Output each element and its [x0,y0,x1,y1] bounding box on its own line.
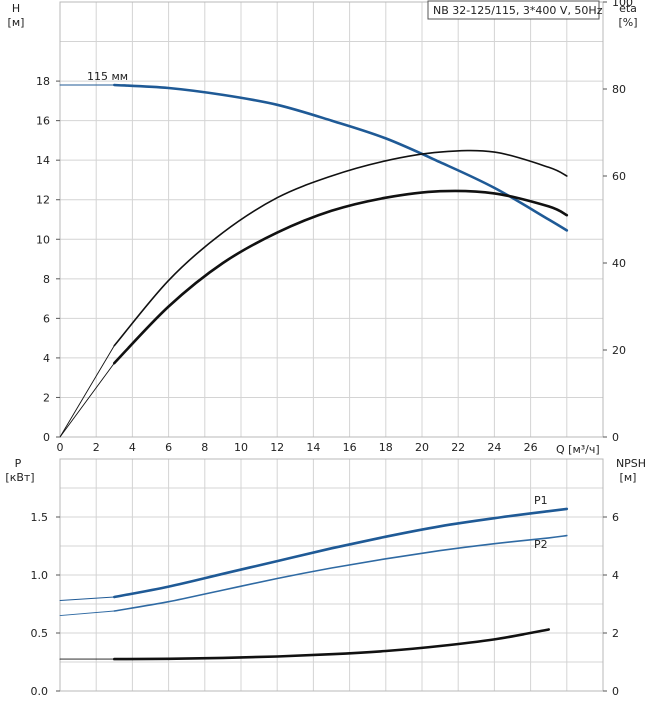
top-left-tick-label: 2 [43,391,50,404]
bottom-right-axis-name: NPSH [616,457,646,470]
bottom-right-axis-unit: [м] [620,471,637,484]
bottom-curves [59,507,569,661]
top-series-right-5 [59,362,115,438]
top-left-tick-label: 10 [36,233,50,246]
x-tick-label: 24 [487,441,501,454]
x-tick-label: 8 [201,441,208,454]
top-series-115-мм [113,83,569,232]
x-tick-label: 12 [270,441,284,454]
bottom-left-axis-name: P [15,457,22,470]
top-left-axis-unit: [м] [8,16,25,29]
bottom-series-p1 [113,507,569,599]
top-left-tick-label: 6 [43,312,50,325]
top-curves [59,83,569,438]
top-right-tick-label: 100 [612,0,633,9]
top-left-tick-label: 14 [36,154,50,167]
top-left-tick-label: 8 [43,273,50,286]
top-right-tick-label: 80 [612,83,626,96]
top-right-tick-label: 40 [612,257,626,270]
bottom-series-right-5 [113,628,550,661]
bottom-series-left-2 [59,610,115,617]
p1-curve-label: P1 [534,494,548,507]
bottom-series-left-0 [59,596,115,601]
bottom-left-tick-label: 1.5 [31,511,49,524]
top-series-right-4 [113,189,569,365]
top-right-axis-unit: [%] [618,16,637,29]
top-left-axis-name: H [12,2,20,15]
top-right-tick-label: 20 [612,344,626,357]
x-tick-label: 10 [234,441,248,454]
bottom-left-tick-label: 0.0 [31,685,49,698]
top-left-tick-label: 0 [43,431,50,444]
bottom-series-p2 [113,534,568,612]
top-right-tick-label: 60 [612,170,626,183]
top-series-right-3 [59,345,115,438]
p2-curve-label: P2 [534,538,548,551]
top-plot-frame [59,1,604,438]
x-tick-label: 4 [129,441,136,454]
x-tick-label: 18 [379,441,393,454]
top-right-tick-label: 0 [612,431,619,444]
x-tick-label: 20 [415,441,429,454]
top-left-tick-label: 16 [36,115,50,128]
x-tick-label: 6 [165,441,172,454]
x-tick-label: 2 [93,441,100,454]
x-tick-label: 14 [306,441,320,454]
x-tick-label: 0 [57,441,64,454]
top-left-tick-label: 12 [36,194,50,207]
top-left-tick-label: 4 [43,352,50,365]
top-left-tick-label: 18 [36,75,50,88]
title-box [427,0,600,20]
bottom-left-axis-unit: [кВт] [5,471,34,484]
bottom-right-tick-label: 0 [612,685,619,698]
top-series-right-2 [113,149,568,347]
top-right-axis-name: eta [619,2,637,15]
x-tick-label: 22 [451,441,465,454]
bottom-left-tick-label: 1.0 [31,569,49,582]
bottom-right-tick-label: 2 [612,627,619,640]
title-box-text: NB 32-125/115, 3*400 V, 50Hz [433,4,603,17]
x-tick-label: 26 [524,441,538,454]
x-axis-label: Q [м³/ч] [556,443,600,456]
tick-labels: 0 2 4 6 8 10 12 14 16 18 20 22 24 2602468101214161802… [31,0,634,698]
x-tick-label: 16 [343,441,357,454]
bottom-left-tick-label: 0.5 [31,627,49,640]
bottom-right-tick-label: 6 [612,511,619,524]
bottom-right-tick-label: 4 [612,569,619,582]
head-curve-label: 115 мм [87,70,128,83]
